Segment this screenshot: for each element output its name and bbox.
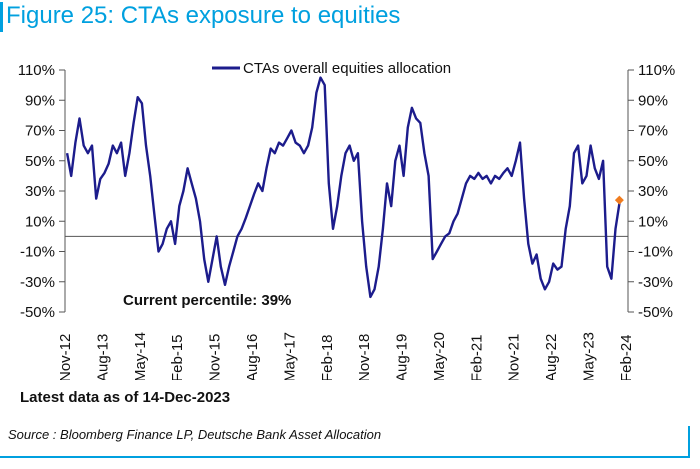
title-accent-bar xyxy=(0,2,3,32)
y-axis-right: 110% 90% 70% 50% 30% 10% -10% -30% -50% xyxy=(627,62,675,321)
x-tick-label: Aug-13 xyxy=(94,334,111,380)
y-tick-label-left: 90% xyxy=(25,92,55,109)
y-tick-label-right: 10% xyxy=(638,213,668,230)
x-tick-label: Aug-22 xyxy=(543,334,560,380)
x-tick-label: Nov-18 xyxy=(356,334,373,380)
y-tick-label-right: -10% xyxy=(638,244,673,261)
y-tick-label-left: -50% xyxy=(20,304,55,321)
x-tick-label: Nov-21 xyxy=(506,334,523,380)
figure-title: Figure 25: CTAs exposure to equities xyxy=(6,2,401,29)
series-line-ctas-allocation xyxy=(65,76,621,299)
frame-rule-right xyxy=(688,426,690,458)
legend: CTAs overall equities allocation xyxy=(212,60,451,77)
y-tick-label-right: 90% xyxy=(638,92,668,109)
x-tick-label: May-23 xyxy=(581,332,598,380)
x-tick-label: Feb-21 xyxy=(468,334,485,380)
y-tick-label-right: -50% xyxy=(638,304,673,321)
y-tick-label-right: 70% xyxy=(638,123,668,140)
y-tick-label-left: -30% xyxy=(20,274,55,291)
latest-point-marker xyxy=(614,195,624,205)
x-tick-label: Nov-15 xyxy=(207,334,224,380)
y-tick-label-left: 70% xyxy=(25,123,55,140)
y-tick-label-left: -10% xyxy=(20,244,55,261)
percentile-annotation: Current percentile: 39% xyxy=(123,292,291,309)
x-axis: Nov-12 Aug-13 May-14 Feb-15 Nov-15 Aug-16 May-… xyxy=(57,332,635,380)
x-tick-label: May-17 xyxy=(281,332,298,380)
x-tick-label: Nov-12 xyxy=(57,334,74,380)
y-tick-label-left: 50% xyxy=(25,153,55,170)
x-tick-label: Feb-18 xyxy=(319,334,336,380)
plot-area xyxy=(65,76,628,299)
y-tick-label-right: 50% xyxy=(638,153,668,170)
legend-label: CTAs overall equities allocation xyxy=(243,60,451,77)
x-tick-label: Feb-15 xyxy=(169,334,186,380)
y-tick-label-left: 110% xyxy=(18,62,55,79)
source-note: Source : Bloomberg Finance LP, Deutsche … xyxy=(8,427,382,442)
latest-data-note: Latest data as of 14-Dec-2023 xyxy=(20,389,231,406)
line-chart: 110% 90% 70% 50% 30% 10% -10% -30% -50% 110% 90% 7… xyxy=(18,60,676,380)
x-tick-label: Feb-24 xyxy=(618,334,635,380)
y-tick-label-right: 30% xyxy=(638,183,668,200)
y-tick-label-left: 30% xyxy=(25,183,55,200)
frame-rule-bottom xyxy=(0,456,689,458)
x-tick-label: Aug-19 xyxy=(394,334,411,380)
y-tick-label-right: -30% xyxy=(638,274,673,291)
x-tick-label: Aug-16 xyxy=(244,334,261,380)
y-tick-label-right: 110% xyxy=(638,62,675,79)
y-axis-left: 110% 90% 70% 50% 30% 10% -10% -30% -50% xyxy=(18,62,66,321)
x-tick-label: May-14 xyxy=(132,332,149,380)
y-tick-label-left: 10% xyxy=(25,213,55,230)
x-tick-label: May-20 xyxy=(431,332,448,380)
